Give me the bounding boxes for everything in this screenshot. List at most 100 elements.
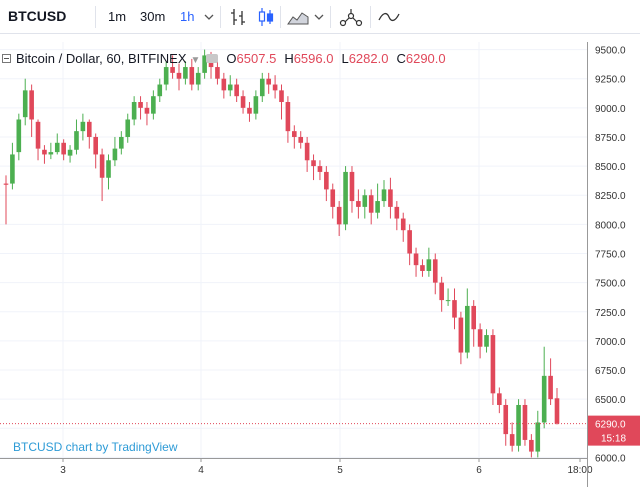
candle-body (240, 96, 246, 108)
candle-body (368, 195, 374, 213)
toolbar-divider (220, 6, 221, 28)
candle-body (253, 96, 259, 114)
x-axis-tick-label: 6 (476, 465, 482, 476)
candle-body (541, 375, 547, 423)
collapse-legend-icon[interactable] (2, 54, 11, 64)
candle-body (35, 121, 41, 149)
candle-body (516, 404, 521, 446)
candle-body (48, 152, 54, 155)
close-value: 6290.0 (405, 51, 446, 66)
candle-body (247, 107, 252, 114)
candle-body (330, 189, 336, 207)
y-axis-tick-label: 9000.0 (595, 104, 626, 115)
candle-body (471, 305, 477, 330)
x-axis-tick-label: 3 (60, 465, 66, 476)
candle-body (445, 300, 451, 302)
y-axis-tick-label: 7750.0 (595, 249, 626, 260)
series-legend: Bitcoin / Dollar, 60, BITFINEX ▼ O6507.5 H6… (2, 51, 454, 67)
caret-down-icon[interactable]: ▼ (190, 55, 201, 66)
y-axis-tick-label: 7000.0 (595, 337, 626, 348)
candle-body (375, 201, 380, 213)
high-label: H (284, 51, 294, 66)
x-axis-tick-label: 18:00 (567, 465, 592, 476)
candle-body (131, 102, 137, 120)
candle-body (151, 96, 156, 114)
candle-body (317, 166, 323, 172)
candle-body (189, 67, 195, 85)
candle-body (119, 136, 124, 149)
candle-body (311, 160, 316, 167)
screenshot-icon[interactable] (206, 54, 219, 64)
candle-body (80, 121, 86, 132)
candle-body (420, 265, 425, 271)
chevron-down-icon[interactable] (202, 6, 216, 28)
candle-body (343, 171, 348, 225)
candle-body (99, 154, 105, 178)
candle-body (458, 317, 464, 353)
candle-body (484, 335, 489, 347)
tradingview-watermark[interactable]: BTCUSD chart by TradingView (13, 440, 178, 454)
candle-body (497, 393, 502, 405)
candle-body (426, 259, 432, 271)
candle-body (548, 375, 553, 400)
y-axis-tick-label: 6750.0 (595, 366, 626, 377)
candle-body (388, 189, 393, 207)
low-label: L (341, 51, 349, 66)
candle-body (61, 142, 66, 155)
candle-body (176, 72, 182, 79)
candle-body (452, 300, 457, 318)
candle-body (272, 84, 278, 91)
candle-body (183, 67, 188, 79)
toolbar-divider (95, 6, 96, 28)
low-value: 6282.0 (348, 51, 389, 66)
toolbar-divider (330, 6, 331, 28)
x-axis-tick-label: 4 (198, 465, 204, 476)
bar-chart-icon[interactable] (228, 6, 248, 28)
candle-body (170, 67, 175, 73)
candles-icon[interactable] (256, 6, 276, 28)
candle-body (554, 398, 560, 424)
interval-1h-button[interactable]: 1h (180, 9, 195, 24)
candle-body (163, 67, 169, 85)
area-chart-icon[interactable] (286, 6, 310, 28)
candle-body (439, 282, 444, 301)
interval-1m-button[interactable]: 1m (108, 9, 127, 24)
candle-body (93, 136, 99, 155)
candle-body (349, 171, 355, 202)
high-value: 6596.0 (293, 51, 334, 66)
candle-body (227, 84, 233, 91)
candle-body (490, 335, 496, 394)
last-price-badge-value: 6290.0 (595, 420, 626, 431)
candle-body (195, 72, 201, 85)
candle-body (464, 305, 470, 353)
compare-icon[interactable] (377, 6, 401, 28)
candle-body (144, 107, 150, 114)
candle-body (29, 90, 34, 120)
y-axis-tick-label: 6500.0 (595, 395, 626, 406)
candle-body (503, 404, 509, 435)
candle-body (266, 78, 271, 85)
interval-30m-button[interactable]: 30m (140, 9, 166, 24)
candle-body (202, 55, 207, 73)
y-axis-tick-label: 7500.0 (595, 279, 626, 290)
candle-body (215, 67, 220, 79)
series-title[interactable]: Bitcoin / Dollar, 60, BITFINEX (16, 51, 187, 66)
chart-toolbar: BTCUSD 1m 30m 1h (0, 0, 640, 34)
chevron-down-icon[interactable] (312, 6, 326, 28)
candle-body (324, 171, 329, 190)
candle-body (292, 131, 297, 137)
candle-body (535, 422, 541, 452)
candle-body (477, 329, 483, 347)
candle-body (298, 136, 304, 143)
y-axis-tick-label: 8250.0 (595, 191, 626, 202)
y-axis-tick-label: 8750.0 (595, 133, 626, 144)
toolbar-divider (370, 6, 371, 28)
symbol-name[interactable]: BTCUSD (8, 8, 67, 24)
candle-body (138, 102, 143, 108)
candle-body (106, 160, 111, 178)
candle-body (407, 230, 412, 254)
candle-body (221, 78, 227, 91)
y-axis-tick-label: 8000.0 (595, 220, 626, 231)
indicators-icon[interactable] (338, 6, 364, 28)
